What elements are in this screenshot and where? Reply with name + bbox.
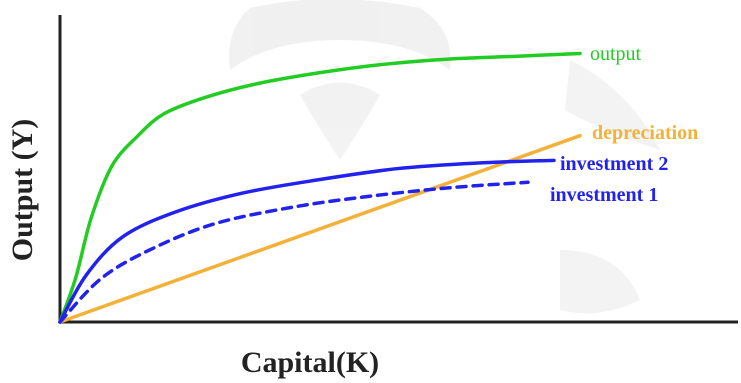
series-label-output: output xyxy=(590,43,642,65)
watermark xyxy=(229,0,660,314)
x-axis-title: Capital(K) xyxy=(241,346,379,379)
series-line-output xyxy=(58,51,582,324)
series-line-investment-1 xyxy=(58,180,530,324)
series-label-depreciation: depreciation xyxy=(592,122,698,144)
series-label-investment-1: investment 1 xyxy=(550,184,658,206)
series-line-depreciation xyxy=(58,133,582,324)
series-labels: output depreciation investment 2 investm… xyxy=(550,43,698,206)
series-layer xyxy=(58,51,582,324)
axes xyxy=(58,15,738,324)
y-axis-title: Output (Y) xyxy=(6,119,39,262)
series-label-investment-2: investment 2 xyxy=(560,153,668,175)
series-line-investment-2 xyxy=(58,158,556,324)
